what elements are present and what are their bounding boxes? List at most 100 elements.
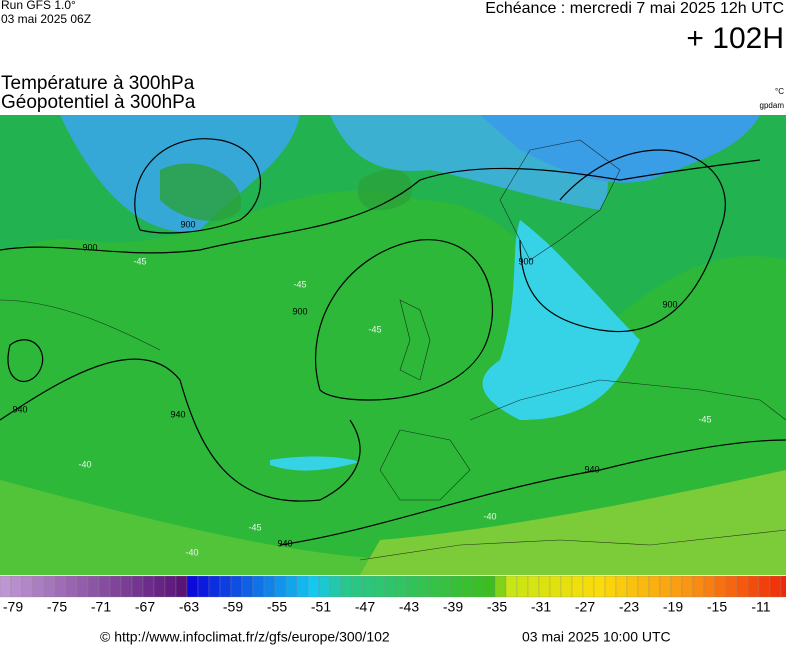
scale-cell <box>406 575 419 598</box>
scale-label: -71 <box>91 599 111 615</box>
isotherm-label: -45 <box>293 279 306 289</box>
scale-label: -59 <box>223 599 243 615</box>
scale-cell <box>142 575 155 598</box>
scale-cell <box>296 575 309 598</box>
field-temp: Température à 300hPa <box>1 73 195 94</box>
scale-cell <box>725 575 738 598</box>
scale-cell <box>439 575 452 598</box>
footer-date: 03 mai 2025 10:00 UTC <box>522 629 671 645</box>
scale-cell <box>109 575 122 598</box>
scale-cell <box>769 575 782 598</box>
scale-cell <box>604 575 617 598</box>
scale-cell <box>670 575 683 598</box>
contour-label: 900 <box>292 306 307 316</box>
scale-cell <box>186 575 199 598</box>
scale-cell <box>549 575 562 598</box>
scale-label: -35 <box>487 599 507 615</box>
scale-cell <box>571 575 584 598</box>
scale-label: -51 <box>311 599 331 615</box>
scale-cell <box>164 575 177 598</box>
scale-cell <box>252 575 265 598</box>
scale-cell <box>32 575 45 598</box>
isotherm-label: -45 <box>368 324 381 334</box>
scale-cell <box>76 575 89 598</box>
scale-label: -27 <box>575 599 595 615</box>
run: Run GFS 1.0° <box>1 0 76 12</box>
scale-cell <box>780 575 786 598</box>
run-date: 03 mai 2025 06Z <box>1 12 91 26</box>
scale-label: -67 <box>135 599 155 615</box>
scale-cell <box>362 575 375 598</box>
scale-cell <box>219 575 232 598</box>
scale-cell <box>340 575 353 598</box>
scale-cell <box>10 575 23 598</box>
scale-label: -79 <box>3 599 23 615</box>
scale-cell <box>395 575 408 598</box>
footer-url: © http://www.infoclimat.fr/z/gfs/europe/… <box>100 629 390 645</box>
scale-cell <box>560 575 573 598</box>
scale-cell <box>538 575 551 598</box>
isotherm-label: -40 <box>78 459 91 469</box>
scale-cell <box>153 575 166 598</box>
scale-cell <box>318 575 331 598</box>
field-geo: Géopotentiel à 300hPa <box>1 92 196 113</box>
contour-label: 900 <box>518 256 533 266</box>
contour-label: 900 <box>662 299 677 309</box>
scale-cell <box>329 575 342 598</box>
scale-label: -11 <box>751 599 770 615</box>
scale-cell <box>87 575 100 598</box>
scale-cell <box>648 575 661 598</box>
scale-cell <box>0 575 12 598</box>
isotherm-label: -45 <box>248 522 261 532</box>
scale-label: -31 <box>531 599 551 615</box>
scale-cell <box>65 575 78 598</box>
unit-geo: gpdam <box>760 101 785 110</box>
scale-cell <box>241 575 254 598</box>
scale-cell <box>175 575 188 598</box>
scale-cell <box>120 575 133 598</box>
scale-cell <box>230 575 243 598</box>
unit-temp: °C <box>775 87 784 96</box>
isotherm-label: -45 <box>133 256 146 266</box>
valid-time: Echéance : mercredi 7 mai 2025 12h UTC <box>485 0 784 17</box>
scale-cell <box>714 575 727 598</box>
scale-cell <box>505 575 518 598</box>
lead-time: + 102H <box>686 22 784 55</box>
map <box>0 115 786 575</box>
scale-label: -39 <box>443 599 463 615</box>
scale-cell <box>582 575 595 598</box>
scale-cell <box>263 575 276 598</box>
scale-cell <box>43 575 56 598</box>
scale-cell <box>472 575 485 598</box>
scale-cell <box>659 575 672 598</box>
isotherm-label: -40 <box>483 511 496 521</box>
scale-cell <box>758 575 771 598</box>
scale-cell <box>450 575 463 598</box>
scale-cell <box>417 575 430 598</box>
scale-cell <box>428 575 441 598</box>
contour-label: 940 <box>170 409 185 419</box>
contour-label: 940 <box>277 538 292 548</box>
scale-cell <box>692 575 705 598</box>
scale-label: -43 <box>399 599 419 615</box>
scale-cell <box>98 575 111 598</box>
contour-label: 900 <box>82 242 97 252</box>
scale-cell <box>637 575 650 598</box>
scale-cell <box>54 575 67 598</box>
contour-label: 940 <box>584 464 599 474</box>
contour-label: 900 <box>180 219 195 229</box>
scale-cell <box>373 575 386 598</box>
scale-cell <box>747 575 760 598</box>
contour-label: 940 <box>12 404 27 414</box>
scale-label: -15 <box>707 599 727 615</box>
scale-cell <box>285 575 298 598</box>
scale-cell <box>131 575 144 598</box>
scale-cell <box>384 575 397 598</box>
isotherm-label: -45 <box>698 414 711 424</box>
scale-cell <box>208 575 221 598</box>
scale-cell <box>307 575 320 598</box>
scale-label: -75 <box>47 599 67 615</box>
scale-cell <box>274 575 287 598</box>
